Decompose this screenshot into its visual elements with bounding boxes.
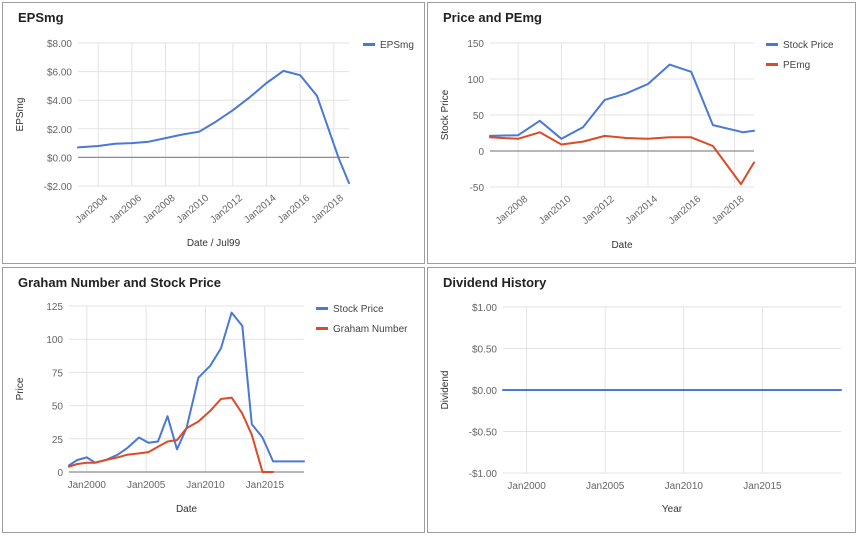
legend-label: Stock Price xyxy=(333,304,384,315)
x-axis-title: Date xyxy=(611,240,633,251)
eps-chart-panel: EPSmg -$2.00 $0.00 $2.00 $4.00 $6.00 $8.00 Jan… xyxy=(2,2,425,264)
x-tick-label: Jan2004 xyxy=(74,193,111,226)
y-tick-label: -$2.00 xyxy=(44,182,73,193)
y-tick-label: 125 xyxy=(46,302,63,313)
x-tick-label: Jan2018 xyxy=(710,194,747,227)
series-line-stock-price xyxy=(68,311,305,467)
x-tick-label: Jan2008 xyxy=(141,193,178,226)
y-tick-label: $6.00 xyxy=(47,68,72,79)
x-tick-label: Jan2018 xyxy=(309,193,346,226)
y-axis-title: Stock Price xyxy=(440,89,451,140)
legend-label: EPSmg xyxy=(380,40,414,51)
x-axis-title: Date / Jul99 xyxy=(187,238,241,249)
x-tick-label: Jan2010 xyxy=(537,194,574,227)
legend-swatch xyxy=(766,63,778,66)
series-line-pemg xyxy=(489,131,755,186)
legend-label: Graham Number xyxy=(333,324,408,335)
x-tick-label: Jan2012 xyxy=(580,194,617,227)
x-tick-label: Jan2000 xyxy=(68,480,107,491)
price-pe-chart-panel: Price and PEmg -50 0 50 100 150 Jan2008 Jan201… xyxy=(427,2,856,264)
x-tick-label: Jan2015 xyxy=(743,481,782,492)
chart-title: Graham Number and Stock Price xyxy=(18,275,222,290)
x-tick-label: Jan2016 xyxy=(276,193,313,226)
y-tick-label: $8.00 xyxy=(47,39,72,50)
y-tick-label: 100 xyxy=(46,335,63,346)
y-tick-label: 75 xyxy=(52,368,64,379)
y-tick-label: 0 xyxy=(57,468,63,479)
legend-label: Stock Price xyxy=(783,40,834,51)
y-tick-label: -$0.50 xyxy=(469,428,498,439)
x-tick-label: Jan2005 xyxy=(127,480,166,491)
y-tick-label: 100 xyxy=(467,75,484,86)
y-tick-label: $1.00 xyxy=(472,303,497,314)
x-axis-title: Date xyxy=(176,504,198,515)
legend-swatch xyxy=(316,307,328,310)
graham-chart-panel: Graham Number and Stock Price 0 25 50 75 100… xyxy=(2,267,425,533)
y-tick-label: 25 xyxy=(52,435,64,446)
x-tick-label: Jan2015 xyxy=(246,480,285,491)
chart-title: Price and PEmg xyxy=(443,10,542,25)
y-tick-label: -$1.00 xyxy=(469,469,498,480)
x-tick-label: Jan2012 xyxy=(208,193,245,226)
legend-swatch xyxy=(766,43,778,46)
series-line-graham-number xyxy=(68,396,275,473)
legend-label: PEmg xyxy=(783,60,810,71)
chart-title: Dividend History xyxy=(443,275,547,290)
dividend-chart: -$1.00 -$0.50 $0.00 $0.50 $1.00 Jan2000 Jan200… xyxy=(440,303,842,515)
x-tick-label: Jan2000 xyxy=(507,481,546,492)
eps-chart: -$2.00$0.00$2.00$4.00$6.00$8.00Jan2004Ja… xyxy=(15,39,414,249)
y-tick-label: $0.00 xyxy=(47,153,72,164)
y-tick-label: 0 xyxy=(478,147,484,158)
x-tick-label: Jan2008 xyxy=(494,194,531,227)
y-tick-label: $4.00 xyxy=(47,96,72,107)
x-axis-title: Year xyxy=(662,504,683,515)
y-axis-title: Price xyxy=(15,377,26,400)
y-tick-label: 150 xyxy=(467,39,484,50)
x-tick-label: Jan2010 xyxy=(175,193,212,226)
y-tick-label: $0.50 xyxy=(472,345,497,356)
x-tick-label: Jan2010 xyxy=(665,481,704,492)
x-tick-label: Jan2010 xyxy=(186,480,225,491)
y-axis-title: EPSmg xyxy=(15,98,26,132)
graham-chart: 0 25 50 75 100 125 Jan2000 Jan2005 Jan2010 Jan201… xyxy=(15,302,408,515)
x-tick-label: Jan2006 xyxy=(107,193,144,226)
legend-swatch xyxy=(363,43,375,46)
y-tick-label: -50 xyxy=(470,183,485,194)
y-tick-label: $2.00 xyxy=(47,125,72,136)
y-tick-label: 50 xyxy=(52,402,64,413)
x-tick-label: Jan2014 xyxy=(624,194,661,227)
legend-swatch xyxy=(316,327,328,330)
dividend-chart-panel: Dividend History -$1.00 -$0.50 $0.00 $0.50 $… xyxy=(427,267,856,533)
y-tick-label: 50 xyxy=(473,111,485,122)
x-tick-label: Jan2016 xyxy=(667,194,704,227)
series-line-stock-price xyxy=(489,63,755,140)
chart-title: EPSmg xyxy=(18,10,64,25)
series-line-epsmg xyxy=(77,69,350,185)
y-tick-label: $0.00 xyxy=(472,386,497,397)
y-axis-title: Dividend xyxy=(440,371,451,410)
x-tick-label: Jan2005 xyxy=(586,481,625,492)
price-pe-chart: -50 0 50 100 150 Jan2008 Jan2010 Jan2012 Jan2014… xyxy=(440,39,834,251)
x-tick-label: Jan2014 xyxy=(242,193,279,226)
